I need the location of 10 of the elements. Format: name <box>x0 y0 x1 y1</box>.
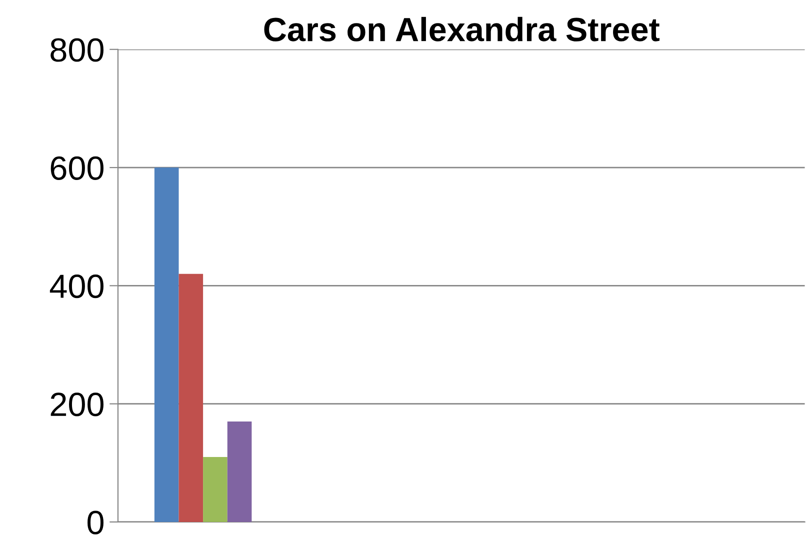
y-tick-label: 800 <box>50 38 104 62</box>
bar <box>203 456 228 522</box>
y-tick-label: 0 <box>88 510 104 534</box>
y-tick-label: 600 <box>50 156 104 180</box>
chart-title: Cars on Alexandra Street <box>264 16 660 42</box>
bar <box>178 274 204 522</box>
y-tick-label: 400 <box>50 274 104 298</box>
y-tick-label: 200 <box>50 392 104 416</box>
bar <box>227 422 252 522</box>
bar <box>154 168 179 522</box>
